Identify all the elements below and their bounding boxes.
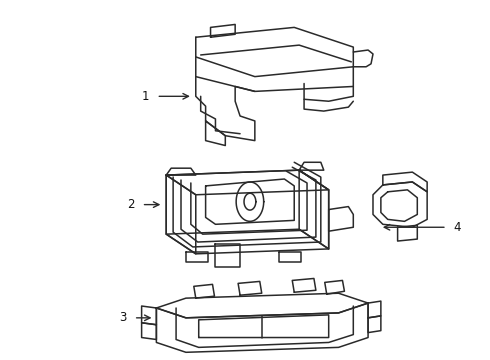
Text: 3: 3 (120, 311, 127, 324)
Text: 1: 1 (142, 90, 149, 103)
Text: 4: 4 (454, 221, 461, 234)
Text: 2: 2 (127, 198, 135, 211)
